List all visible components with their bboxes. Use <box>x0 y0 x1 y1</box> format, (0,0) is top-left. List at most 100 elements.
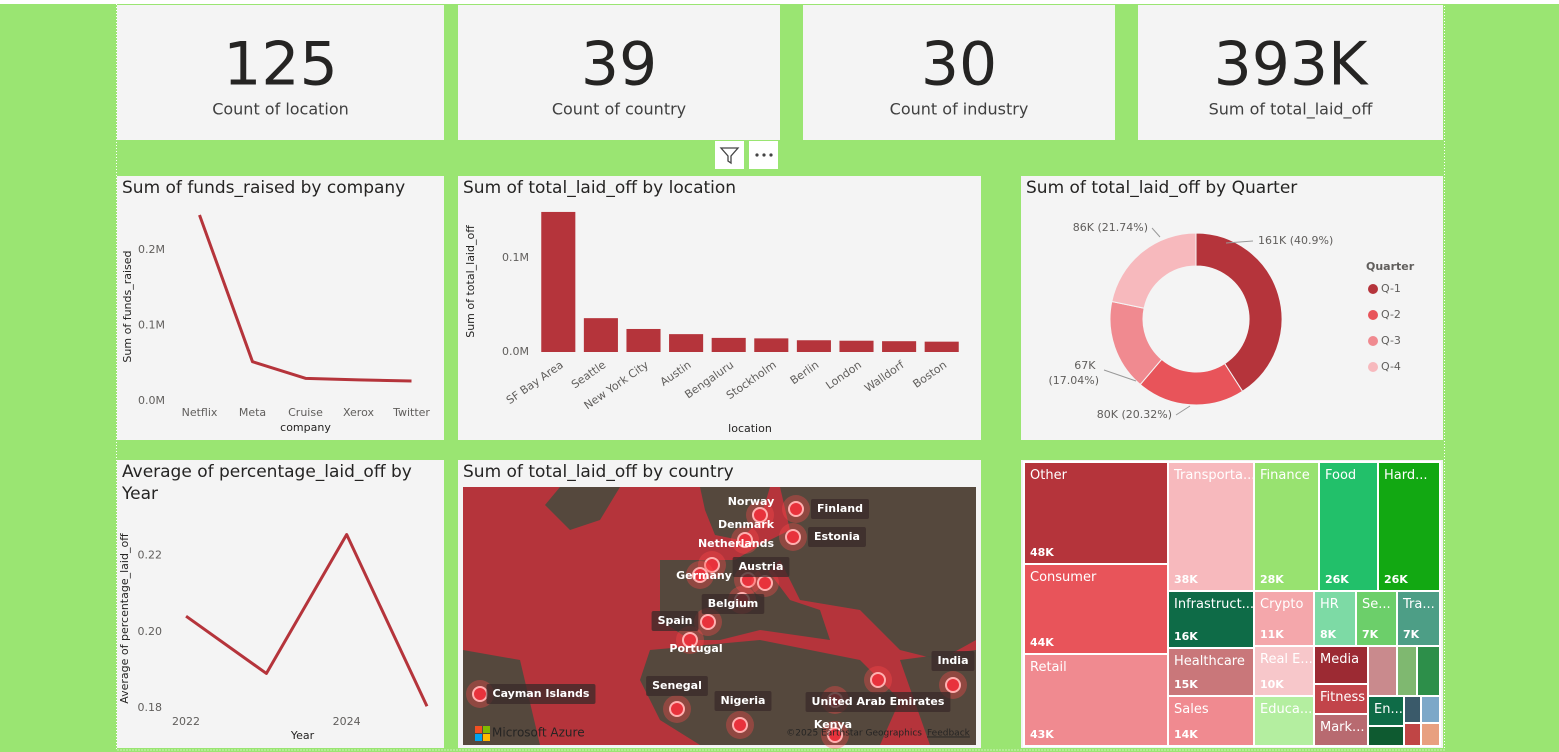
treemap-tile <box>1379 463 1439 590</box>
treemap-value: 10K <box>1260 678 1284 691</box>
treemap-value: 26K <box>1384 573 1408 586</box>
logo-square <box>483 734 490 741</box>
bubble <box>785 529 801 545</box>
filter-button[interactable] <box>715 141 744 169</box>
y-tick-label: 0.18 <box>138 701 163 714</box>
map-label: Finland <box>817 502 863 515</box>
text-line: Sum of total_laid_off by Quarter <box>1026 178 1297 198</box>
y-tick-label: 0.1M <box>502 251 529 264</box>
treemap-tile <box>1255 463 1318 590</box>
treemap-value: 14K <box>1174 728 1198 741</box>
x-tick-label: Cruise <box>288 406 323 419</box>
treemap-label: Retail <box>1030 660 1067 675</box>
map-feedback[interactable]: Feedback <box>927 729 971 739</box>
bar <box>626 328 661 352</box>
treemap-label: Sales <box>1174 702 1209 717</box>
y-tick-label: 0.1M <box>138 318 165 331</box>
treemap-label: Hard... <box>1384 468 1428 483</box>
treemap-value: 8K <box>1320 628 1337 641</box>
chart-title: Sum of total_laid_off by location <box>463 178 736 198</box>
x-axis-title: company <box>280 421 331 434</box>
data-label: 67K (17.04%) <box>1048 359 1099 387</box>
legend-title: Quarter <box>1366 260 1415 273</box>
treemap-tile <box>1255 697 1313 745</box>
treemap-label: Infrastruct... <box>1174 597 1254 612</box>
kpi-value: 30 <box>921 30 997 100</box>
treemap-small-tile <box>1369 727 1403 745</box>
legend-label: Q-4 <box>1381 360 1401 373</box>
bar <box>882 341 917 352</box>
map-label-bg <box>714 691 772 711</box>
y-axis-title: Sum of total_laid_off <box>464 225 477 338</box>
map: Norway Denmark Netherlands Finland Estonia Au… <box>463 487 976 749</box>
y-tick-label: 0.2M <box>138 243 165 256</box>
dot <box>762 153 766 157</box>
bubble <box>682 632 698 648</box>
bubble <box>700 614 716 630</box>
bubble <box>757 575 773 591</box>
x-axis-title: Year <box>290 729 315 742</box>
kpi-value: 393K <box>1214 30 1370 100</box>
treemap-value: 11K <box>1260 628 1284 641</box>
x-tick-label: Netflix <box>182 406 218 419</box>
treemap-tile <box>1169 592 1253 647</box>
dot <box>769 153 773 157</box>
map-label-bg <box>732 557 790 577</box>
text-line: Sum of total_laid_off by country <box>463 462 734 482</box>
bar <box>583 318 618 352</box>
kpi-card <box>458 5 780 140</box>
treemap-tile <box>1025 655 1167 745</box>
treemap-tile <box>1315 647 1367 683</box>
map-label-bg <box>646 676 708 696</box>
map-label: Cayman Islands <box>493 687 590 700</box>
visual-header <box>715 141 778 169</box>
chart-title: Average of percentage_laid_off by Year <box>121 462 417 504</box>
map-label-bg <box>808 527 866 547</box>
treemap-value: 28K <box>1260 573 1284 586</box>
x-tick-label: Meta <box>239 406 266 419</box>
data-label: 86K (21.74%) <box>1073 221 1148 234</box>
map-label: Denmark <box>718 518 775 531</box>
map-label: Estonia <box>814 530 860 543</box>
text-line: (17.04%) <box>1048 374 1099 387</box>
treemap-label: Real E... <box>1260 652 1313 667</box>
y-tick-label: 0.22 <box>138 549 163 562</box>
bubble <box>737 532 753 548</box>
treemap-label: Tra... <box>1402 597 1435 612</box>
map-label-bg <box>805 692 951 712</box>
treemap-small-tile <box>1369 647 1396 695</box>
filter-icon <box>719 147 740 165</box>
treemap-label: Fitness <box>1320 690 1365 705</box>
map-label-bg <box>931 651 975 671</box>
map-label: Germany <box>676 569 732 582</box>
treemap-label: Mark... <box>1320 720 1364 735</box>
treemap-value: 7K <box>1362 628 1379 641</box>
logo-square <box>483 726 490 733</box>
map-label: Senegal <box>652 679 702 692</box>
map-label-bg <box>810 499 870 519</box>
legend-label: Q-1 <box>1381 282 1401 295</box>
treemap-label: Healthcare <box>1174 654 1245 669</box>
kpi-label: Count of industry <box>890 100 1029 119</box>
leader-line <box>1151 227 1161 238</box>
y-tick-label: 0.0M <box>138 394 165 407</box>
y-tick-label: 0.0M <box>502 345 529 358</box>
legend-label: Q-2 <box>1381 308 1401 321</box>
treemap-small-tile <box>1398 647 1416 695</box>
y-axis-title: Sum of funds_raised <box>121 250 134 362</box>
donut-slice <box>1111 232 1197 309</box>
bar <box>839 340 874 352</box>
visual-panel <box>458 176 981 440</box>
map-label: Norway <box>728 495 775 508</box>
bar <box>796 340 831 352</box>
treemap-value: 43K <box>1030 728 1054 741</box>
treemap-value: 44K <box>1030 636 1054 649</box>
treemap-tile <box>1320 463 1377 590</box>
bar <box>754 338 789 352</box>
y-tick-label: 0.20 <box>138 625 163 638</box>
map-provider: Microsoft Azure <box>492 726 585 740</box>
text-line: Average of percentage_laid_off by <box>122 462 417 482</box>
treemap-label: Transporta... <box>1173 468 1255 483</box>
treemap-value: 26K <box>1325 573 1349 586</box>
